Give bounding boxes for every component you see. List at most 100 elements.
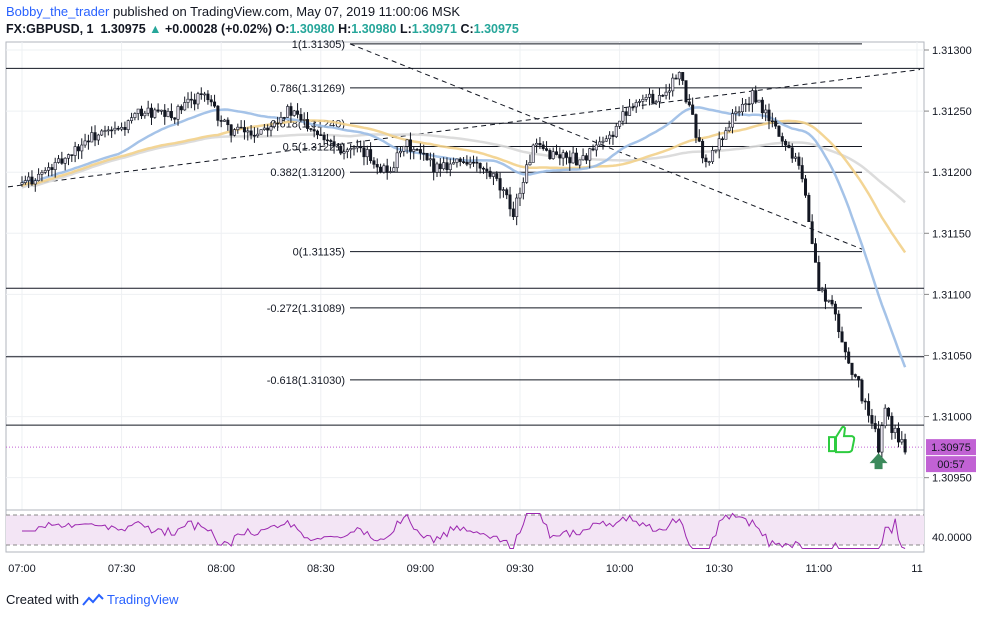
countdown-badge-label: 00:57 [937,459,965,471]
candle-body [106,129,110,132]
fib-level-label: -0.272(1.31089) [267,303,345,315]
candle-body [272,122,276,127]
candle-body [93,132,97,141]
candle-body [203,93,207,96]
candle-body [724,130,728,140]
candle-body [176,106,180,120]
trend-line-falling [349,43,863,250]
fib-level-label: 0.382(1.31200) [270,167,345,179]
price-tick-label: 1.31250 [932,106,972,118]
candle-body [624,111,628,116]
horizontal-levels[interactable] [6,67,924,448]
buy-arrow-icon [869,453,888,470]
candle-body [774,120,778,127]
time-axis[interactable]: 07:00 07:30 08:00 08:30 09:00 09:30 10:00 10:30… [8,563,922,575]
candle-body [392,167,396,172]
chart-attribution: Bobby_the_trader published on TradingVie… [6,4,460,19]
candle-body [528,162,532,166]
candle-body [199,93,203,95]
candle-body [661,95,665,97]
candle-body [472,161,476,164]
fib-level-label: 1(1.31305) [292,39,345,51]
candle-body [282,117,286,119]
candle-body [179,106,183,111]
candle-body [594,144,598,151]
candle-body [584,155,588,161]
candle-body [780,136,784,142]
candle-body [521,182,525,194]
candle-body [455,158,459,163]
main-pane[interactable] [5,41,925,511]
annotations: 1.30975 00:57 [828,425,976,473]
candle-body [359,146,363,149]
candle-body [823,289,827,302]
candle-body [50,167,54,170]
candle-body [27,176,31,181]
candle-body [707,161,711,163]
candle-body [677,72,681,80]
candle-body [558,154,562,159]
candle-body [415,149,419,151]
candle-body [505,189,509,196]
candle-body [223,119,227,122]
candle-body [90,132,94,143]
candle-body [515,197,519,218]
price-axis[interactable]: 1.30950 1.31000 1.31050 1.31100 1.31150 1.312… [924,45,972,485]
candle-body [800,165,804,180]
candle-body [63,157,67,164]
candle-body [847,351,851,364]
price-tick-label: 1.31000 [932,412,972,424]
tradingview-brand-link[interactable]: TradingView [106,592,179,607]
candle-body [398,150,402,154]
candlestick-series[interactable] [20,71,907,460]
candle-body [322,134,326,141]
candle-body [628,106,632,116]
candle-body [535,142,539,146]
symbol-label[interactable]: FX:GBPUSD, 1 [6,22,94,36]
candle-body [169,111,173,119]
candle-body [365,149,369,158]
candle-body [389,171,393,173]
last-price: 1.30975 [100,22,146,36]
candle-body [608,134,612,140]
candle-body [488,170,492,177]
candle-body [23,180,27,183]
candle-body [840,331,844,343]
up-arrow-icon: ▲ [149,22,162,36]
candle-body [896,427,900,443]
candle-body [432,158,436,173]
candle-body [744,103,748,106]
candle-body [551,151,555,159]
candle-body [173,117,177,120]
candle-body [96,134,100,141]
low-label: L: [399,22,412,36]
rsi-pane[interactable]: 40.0000 [5,509,972,553]
fibonacci-retracement[interactable]: 1(1.31305)0.786(1.31269)0.618(1.31240)0.… [267,39,862,387]
candle-body [186,98,190,103]
time-tick-label: 08:30 [307,563,335,575]
time-tick-label: 07:00 [8,563,36,575]
candle-body [647,93,651,98]
candle-body [312,129,316,132]
candle-body [159,109,163,112]
candle-body [123,127,127,130]
open-label: O: [275,22,290,36]
candle-body [153,109,157,118]
candle-body [339,145,343,154]
candle-body [730,113,734,128]
candle-body [667,90,671,93]
candle-body [402,146,406,152]
candle-body [684,80,688,103]
candle-body [349,148,353,151]
author-link[interactable]: Bobby_the_trader [6,4,110,19]
trend-lines[interactable] [7,43,921,250]
candle-body [561,152,565,159]
candle-body [57,158,61,163]
candle-body [189,98,193,101]
candle-body [110,129,114,132]
candle-body [80,144,84,152]
candle-body [833,303,837,315]
candle-body [694,114,698,138]
candle-body [193,99,197,105]
